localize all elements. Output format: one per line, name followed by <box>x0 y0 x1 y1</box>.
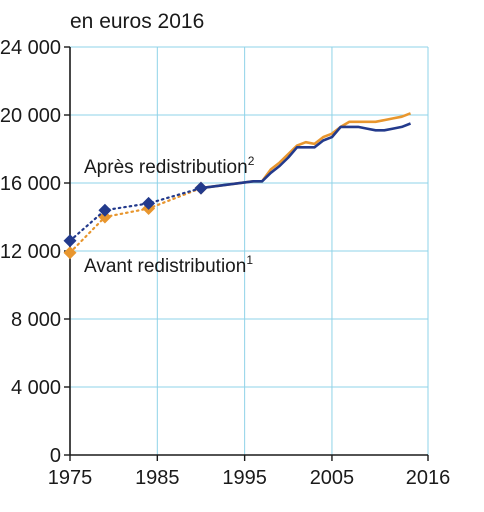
series-1-line <box>200 112 412 190</box>
y-axis-ticks: 0 4 000 8 000 12 000 16 000 20 000 24 000 <box>0 37 70 467</box>
series-0-point <box>98 203 112 217</box>
y-tick-label: 4 000 <box>11 377 61 399</box>
y-tick-label: 20 000 <box>0 105 61 127</box>
series-1-point <box>63 246 77 260</box>
series-0-point <box>194 181 208 195</box>
y-tick-label: 0 <box>50 445 61 467</box>
series-0-line <box>200 122 412 190</box>
x-tick-label: 1985 <box>135 467 180 489</box>
grid <box>70 46 429 455</box>
series-label-avant: Avant redistribution1 <box>84 253 253 277</box>
x-tick-label: 1995 <box>222 467 267 489</box>
series-0-point <box>142 196 156 210</box>
series-1-dotted-line <box>68 187 203 254</box>
series-label-apres-note: 2 <box>248 154 255 168</box>
x-tick-label: 2005 <box>310 467 355 489</box>
series-label-avant-note: 1 <box>246 253 253 267</box>
y-tick-label: 16 000 <box>0 173 61 195</box>
series-1-point <box>98 210 112 224</box>
y-tick-label: 12 000 <box>0 241 61 263</box>
series-1 <box>63 112 412 260</box>
series-label-apres-text: Après redistribution <box>84 157 248 178</box>
series-0 <box>63 122 412 248</box>
series-layer <box>63 112 412 260</box>
unit-label: en euros 2016 <box>70 10 204 33</box>
series-0-point <box>63 234 77 248</box>
x-tick-label: 2016 <box>406 467 451 489</box>
series-label-apres: Après redistribution2 <box>84 154 255 178</box>
x-axis-ticks: 1975 1985 1995 2005 2016 <box>48 455 451 489</box>
y-tick-label: 24 000 <box>0 37 61 59</box>
y-tick-label: 8 000 <box>11 309 61 331</box>
series-label-avant-text: Avant redistribution <box>84 256 246 277</box>
series-0-dotted-line <box>68 187 203 242</box>
x-tick-label: 1975 <box>48 467 93 489</box>
